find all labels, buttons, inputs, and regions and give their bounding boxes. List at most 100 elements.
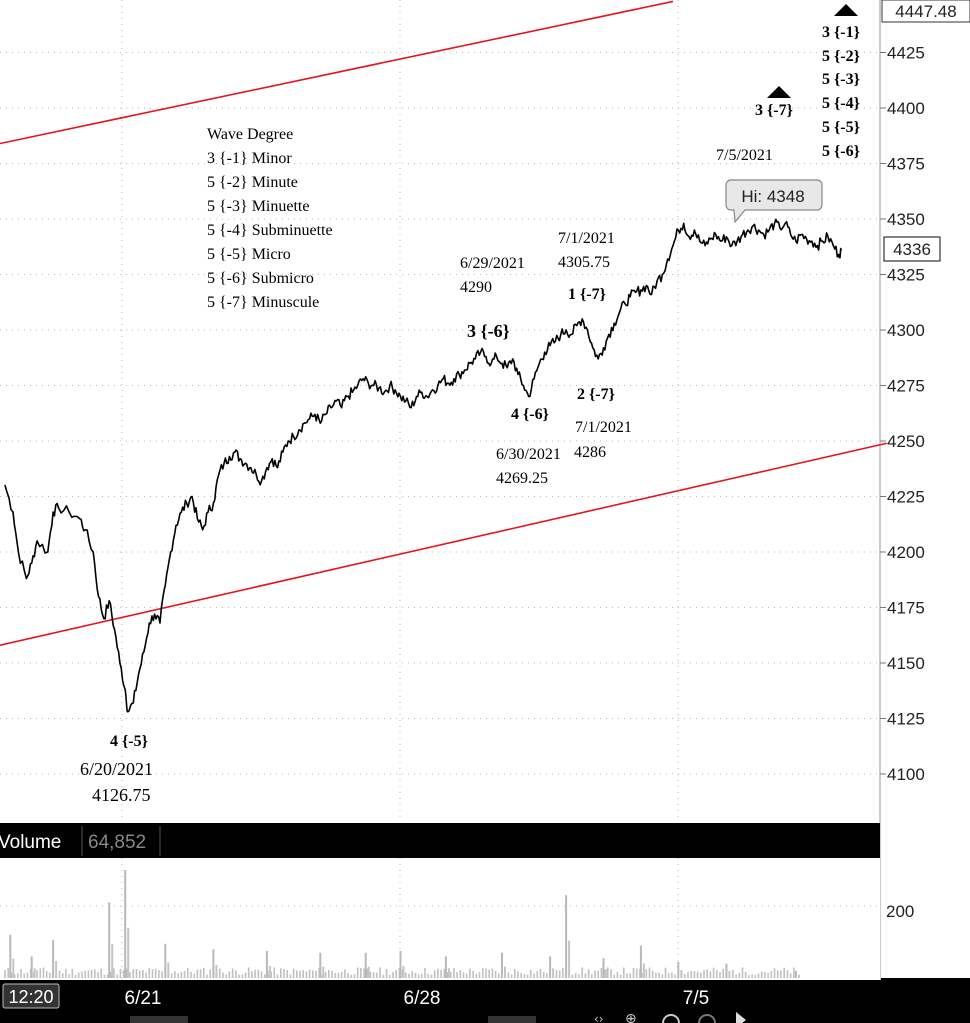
price-point (314, 413, 316, 415)
price-point (795, 240, 797, 242)
price-point (47, 551, 49, 553)
price-point (635, 291, 637, 293)
scroll-thumb[interactable] (488, 1016, 536, 1023)
price-label-7-1-low: 4286 (574, 444, 606, 461)
toolbar-icon[interactable] (662, 1014, 680, 1023)
date-label-6-20: 6/20/2021 (80, 759, 153, 779)
wave-label-1-minus7: 1 {-7} (568, 286, 606, 303)
price-point (840, 249, 842, 251)
price-point (255, 473, 257, 475)
price-point (773, 222, 776, 224)
price-point (768, 229, 770, 231)
volume-value: 64,852 (88, 832, 146, 853)
price-point (25, 578, 27, 580)
price-point (683, 222, 685, 224)
price-point (822, 240, 824, 242)
price-point (389, 384, 391, 387)
price-point (330, 407, 332, 409)
price-point (383, 391, 385, 393)
wave-degree-legend: Wave Degree 3 {-1} Minor 5 {-2} Minute 5… (207, 126, 333, 311)
price-point (250, 467, 252, 469)
price-point (517, 373, 519, 375)
date-label-7-1-high: 7/1/2021 (558, 230, 615, 247)
date-label-7-1-low: 7/1/2021 (575, 419, 632, 436)
price-label-6-20: 4126.75 (92, 785, 151, 805)
price-point (287, 440, 289, 442)
price-point (442, 378, 444, 380)
price-plot-area[interactable] (0, 0, 880, 822)
y-tick-label: 4425 (887, 44, 925, 63)
price-point (410, 407, 412, 409)
wave-legend-item: 5 {-2} Minute (207, 174, 298, 191)
toolbar-icons-strip[interactable]: ‹› ⊕ (594, 1011, 746, 1023)
price-point (164, 584, 166, 586)
time-label-box[interactable] (2, 983, 60, 1009)
price-point (645, 285, 647, 287)
right-wave-label: 5 {-5} (822, 119, 860, 136)
price-point (496, 356, 498, 358)
price-point (522, 384, 525, 387)
price-point (490, 362, 492, 364)
price-point (715, 233, 717, 236)
price-point (228, 455, 230, 458)
right-wave-label: 3 {-1} (822, 24, 860, 41)
scroll-thumb[interactable] (130, 1016, 188, 1023)
high-bubble[interactable]: Hi: 4348 (725, 179, 823, 224)
price-point (103, 618, 105, 620)
price-point (421, 391, 423, 393)
price-point (480, 351, 482, 353)
price-point (319, 422, 321, 424)
wave-label-3-minus6: 3 {-6} (467, 321, 510, 341)
last-price-label: 4336 (893, 240, 931, 259)
price-point (549, 344, 551, 347)
price-point (501, 362, 503, 364)
price-point (175, 524, 177, 527)
price-point (132, 702, 134, 704)
price-point (276, 467, 279, 469)
toolbar-icon[interactable] (698, 1014, 716, 1023)
right-wave-label: 5 {-4} (822, 95, 860, 112)
high-bubble-text: Hi: 4348 (741, 187, 804, 206)
price-point (597, 358, 599, 360)
play-icon[interactable] (736, 1012, 746, 1023)
price-point (325, 413, 327, 415)
price-point (512, 358, 514, 360)
price-point (405, 400, 407, 402)
volume-plot-area[interactable] (0, 858, 880, 980)
y-tick-label: 4100 (887, 765, 925, 784)
price-point (448, 382, 450, 384)
price-point (640, 289, 642, 291)
price-point (223, 462, 225, 464)
date-label-6-29: 6/29/2021 (460, 255, 525, 272)
price-point (4, 484, 6, 486)
price-point (592, 347, 594, 349)
price-point (602, 347, 605, 349)
wave-label-2-minus7: 2 {-7} (577, 386, 615, 403)
price-point (811, 240, 813, 242)
price-point (586, 329, 589, 331)
x-tick-label: 6/21 (125, 988, 162, 1009)
right-wave-label: 5 {-6} (822, 143, 860, 160)
price-point (570, 333, 573, 335)
right-wave-labels: 3 {-1} 5 {-2} 5 {-3} 5 {-4} 5 {-5} 5 {-6… (822, 4, 860, 160)
price-point (351, 391, 353, 393)
price-point (341, 407, 343, 409)
toolbar-icon[interactable]: ⊕ (625, 1011, 637, 1023)
price-point (266, 467, 268, 469)
price-point (560, 333, 562, 335)
price-point (12, 511, 14, 513)
price-point (838, 253, 840, 256)
y-tick-label: 4225 (887, 488, 925, 507)
price-point (357, 384, 359, 387)
price-point (608, 333, 610, 335)
price-point (693, 229, 696, 231)
horizontal-gridlines (0, 52, 886, 775)
price-point (36, 540, 38, 542)
price-point (148, 622, 150, 624)
price-point (741, 233, 744, 236)
wave-legend-item: 5 {-5} Micro (207, 246, 291, 263)
up-triangle-icon (767, 86, 791, 98)
toolbar-icon[interactable]: ‹› (594, 1012, 604, 1023)
y-tick-label: 4350 (887, 210, 925, 229)
